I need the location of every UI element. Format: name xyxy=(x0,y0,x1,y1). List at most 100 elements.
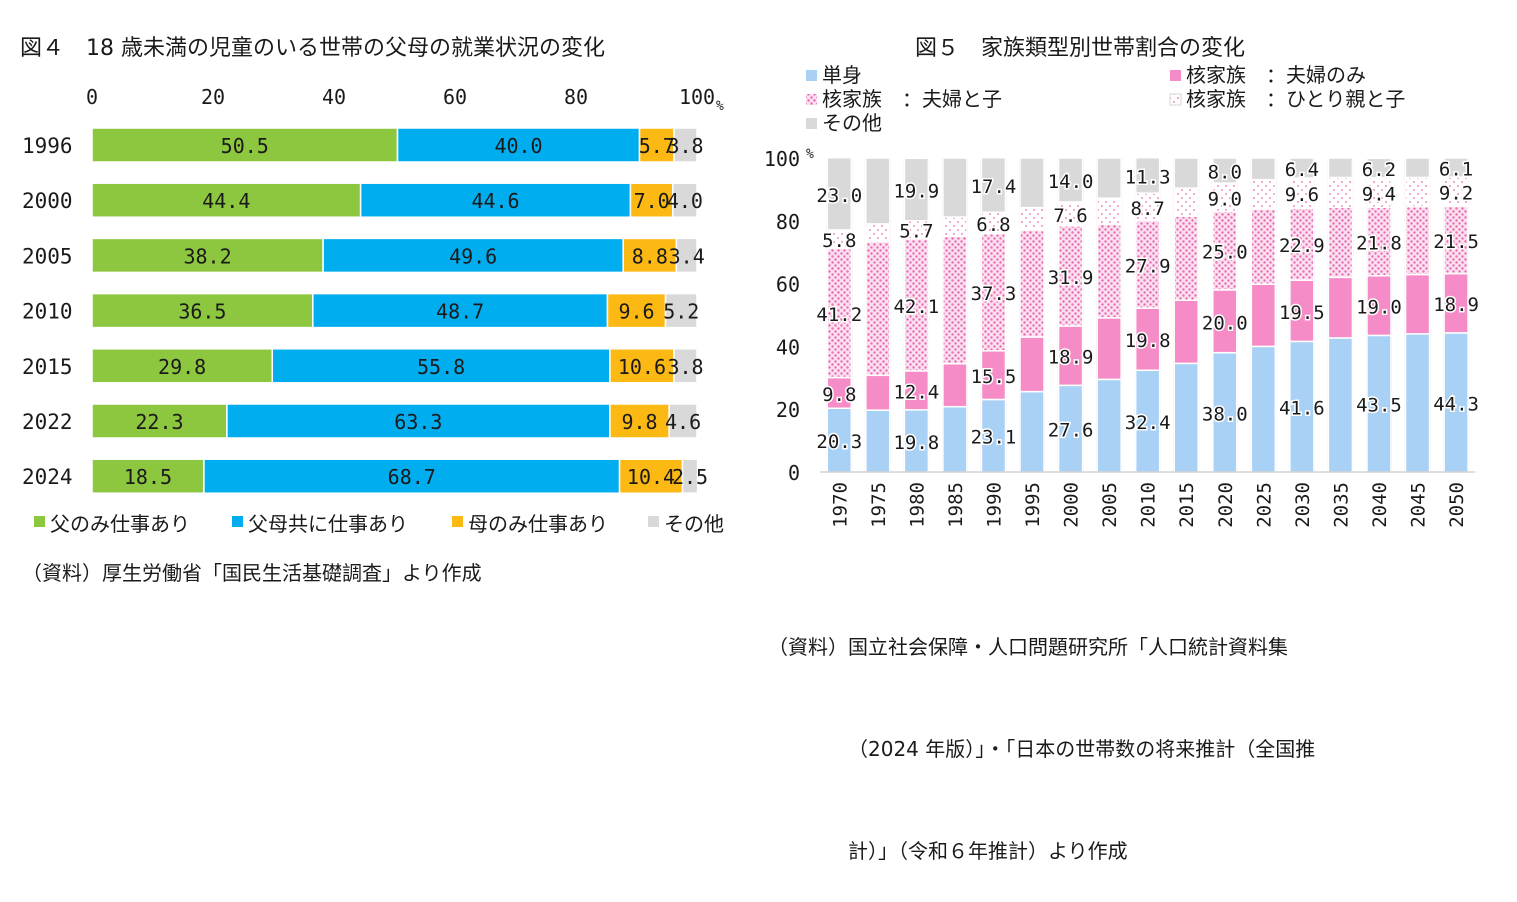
bar-segment xyxy=(1250,178,1277,210)
category-label: 2045 xyxy=(1408,482,1430,528)
category-label: 2050 xyxy=(1446,482,1468,528)
bar-segment xyxy=(1019,336,1045,393)
chart-left-title: 図４ 18 歳未満の児童のいる世帯の父母の就業状況の変化 xyxy=(20,36,605,61)
data-label: 5.7 xyxy=(899,221,933,243)
category-label: 2040 xyxy=(1369,482,1391,528)
legend-label: 単身 xyxy=(822,63,862,87)
bar-segment xyxy=(1057,157,1084,203)
category-label: 2024 xyxy=(22,465,73,489)
bar-segment xyxy=(1404,333,1431,473)
bar-segment xyxy=(903,409,930,473)
legend-swatch xyxy=(1170,70,1181,81)
bar-segment xyxy=(865,157,891,225)
legend-swatch xyxy=(648,516,659,527)
bar-segment xyxy=(1096,317,1122,381)
bar-segment xyxy=(668,403,698,439)
legend-swatch xyxy=(232,516,243,527)
bar-segment xyxy=(672,182,698,218)
source-note-right-line: 計）」（令和６年推計）より作成 xyxy=(848,839,1128,863)
bar-segment xyxy=(1250,208,1277,285)
bar-segment xyxy=(1250,157,1277,181)
data-label: 12.4 xyxy=(893,381,939,403)
data-label: 50.5 xyxy=(221,134,269,158)
bar-segment xyxy=(865,374,891,411)
data-label: 31.9 xyxy=(1048,267,1094,289)
data-label: 6.4 xyxy=(1285,159,1319,181)
data-label: 38.2 xyxy=(183,244,231,268)
legend-swatch xyxy=(452,516,463,527)
category-label: 2020 xyxy=(1215,482,1237,528)
legend-swatch xyxy=(1169,93,1182,106)
y-axis-unit: % xyxy=(806,147,814,162)
y-tick-label: 80 xyxy=(776,210,800,234)
data-label: 9.6 xyxy=(1285,184,1319,206)
bar-segment xyxy=(1366,334,1392,473)
category-label: 2000 xyxy=(1061,482,1083,528)
bar-segment xyxy=(826,156,853,231)
category-label: 1990 xyxy=(983,482,1005,528)
bar-segment xyxy=(1366,177,1392,209)
source-note-right-line: （2024 年版）」・「日本の世帯数の将来推計（全国推 xyxy=(848,737,1316,761)
data-label: 19.5 xyxy=(1279,302,1325,324)
data-label: 27.9 xyxy=(1125,255,1171,277)
bar-segment xyxy=(1327,206,1354,279)
data-label: 23.0 xyxy=(816,185,862,207)
bar-segment xyxy=(1096,197,1122,226)
data-label: 19.9 xyxy=(893,181,939,203)
legend-label: その他 xyxy=(822,111,882,135)
bar-segment xyxy=(1134,156,1161,194)
bar-segment xyxy=(1173,187,1199,217)
data-label: 27.6 xyxy=(1048,420,1094,442)
bar-segment xyxy=(1019,229,1045,338)
category-label: 1980 xyxy=(906,482,928,528)
data-label: 37.3 xyxy=(971,283,1017,305)
legend-label: 母のみ仕事あり xyxy=(468,512,608,536)
bar-segment xyxy=(942,157,968,218)
bar-segment xyxy=(1096,223,1122,319)
data-label: 5.2 xyxy=(663,300,699,324)
category-label: 2035 xyxy=(1330,482,1352,528)
x-tick-label: 0 xyxy=(86,85,98,109)
data-label: 41.6 xyxy=(1279,398,1325,420)
bar-segment xyxy=(1327,276,1354,339)
category-label: 1975 xyxy=(868,482,890,528)
data-label: 21.5 xyxy=(1433,231,1479,253)
bar-segment xyxy=(1019,206,1045,231)
bar-segment xyxy=(1327,157,1354,179)
y-tick-label: 40 xyxy=(776,335,800,359)
data-label: 9.8 xyxy=(621,410,657,434)
data-label: 48.7 xyxy=(436,300,484,324)
legend-swatch xyxy=(34,516,45,527)
data-label: 6.8 xyxy=(976,214,1010,236)
data-label: 15.5 xyxy=(971,366,1017,388)
data-label: 21.8 xyxy=(1356,233,1402,255)
data-label: 36.5 xyxy=(178,300,226,324)
data-label: 38.0 xyxy=(1202,403,1248,425)
data-label: 4.6 xyxy=(665,410,701,434)
bar-segment xyxy=(903,237,930,372)
x-tick-label: 40 xyxy=(322,85,346,109)
data-label: 11.3 xyxy=(1125,166,1171,188)
category-label: 2010 xyxy=(1138,482,1160,528)
data-label: 19.0 xyxy=(1356,297,1402,319)
data-label: 3.4 xyxy=(669,244,705,268)
bar-segment xyxy=(618,458,684,494)
bar-segment xyxy=(1404,205,1431,276)
bar-segment xyxy=(1443,332,1469,473)
data-label: 3.8 xyxy=(667,355,703,379)
y-tick-label: 20 xyxy=(776,398,800,422)
bar-segment xyxy=(1289,177,1315,209)
data-label: 22.3 xyxy=(135,410,183,434)
bar-segment xyxy=(1404,176,1431,208)
data-label: 9.2 xyxy=(1439,183,1473,205)
bar-segment xyxy=(322,237,624,274)
bar-segment xyxy=(609,348,675,384)
bar-segment xyxy=(1404,157,1431,179)
y-tick-label: 60 xyxy=(776,273,800,297)
data-label: 44.4 xyxy=(202,189,250,213)
bar-segment xyxy=(1057,384,1084,473)
bar-segment xyxy=(681,458,699,494)
category-label: 2025 xyxy=(1253,482,1275,528)
data-label: 18.9 xyxy=(1433,294,1479,316)
